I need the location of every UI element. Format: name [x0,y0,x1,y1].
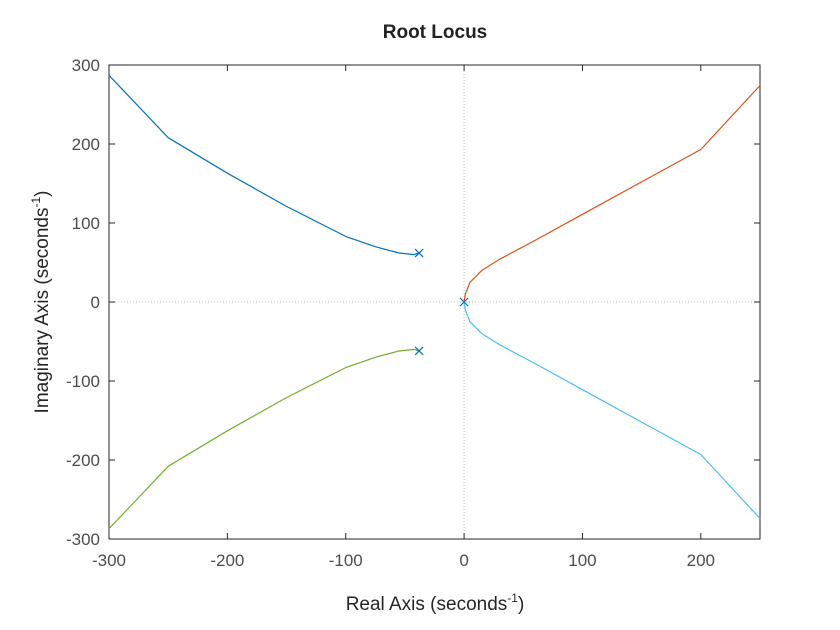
pole-marker-2 [414,346,424,356]
x-axis-label-close: ) [518,594,524,615]
y-tick-label: 300 [72,56,100,75]
y-tick-label: 100 [72,214,100,233]
plot-area-frame [108,64,761,540]
x-tick-label: 100 [568,551,596,570]
y-tick-label: -300 [66,530,100,549]
y-axis-label-main: Imaginary Axis (seconds [32,208,53,414]
pole-marker-1 [414,248,424,258]
y-tick-label: -100 [66,372,100,391]
x-tick-label: -300 [92,551,126,570]
y-tick-label: 200 [72,135,100,154]
pole-markers [414,248,469,356]
locus-branch-3 [463,85,761,303]
y-axis-label: Imaginary Axis (seconds-1) [29,191,53,414]
locus-branch-4 [463,301,761,519]
axis-ticks [108,64,760,540]
locus-branches [108,74,761,530]
x-tick-labels: -300 -200 -100 0 100 200 [92,551,715,570]
x-tick-label: 200 [687,551,715,570]
locus-branch-2 [108,348,420,530]
x-axis-label: Real Axis (seconds-1) [346,591,525,615]
chart-title: Root Locus [383,22,488,43]
y-tick-label: 0 [91,293,100,312]
y-axis-label-superscript: -1 [29,197,43,208]
x-axis-label-superscript: -1 [507,591,518,605]
x-axis-label-main: Real Axis (seconds [346,594,508,615]
y-tick-labels: -300 -200 -100 0 100 200 300 [66,56,100,549]
y-tick-label: -200 [66,451,100,470]
y-axis-label-close: ) [32,191,53,197]
x-tick-label: -200 [210,551,244,570]
locus-branch-1 [108,74,420,256]
x-tick-label: 0 [459,551,468,570]
x-tick-label: -100 [329,551,363,570]
pole-marker-3 [459,297,469,307]
